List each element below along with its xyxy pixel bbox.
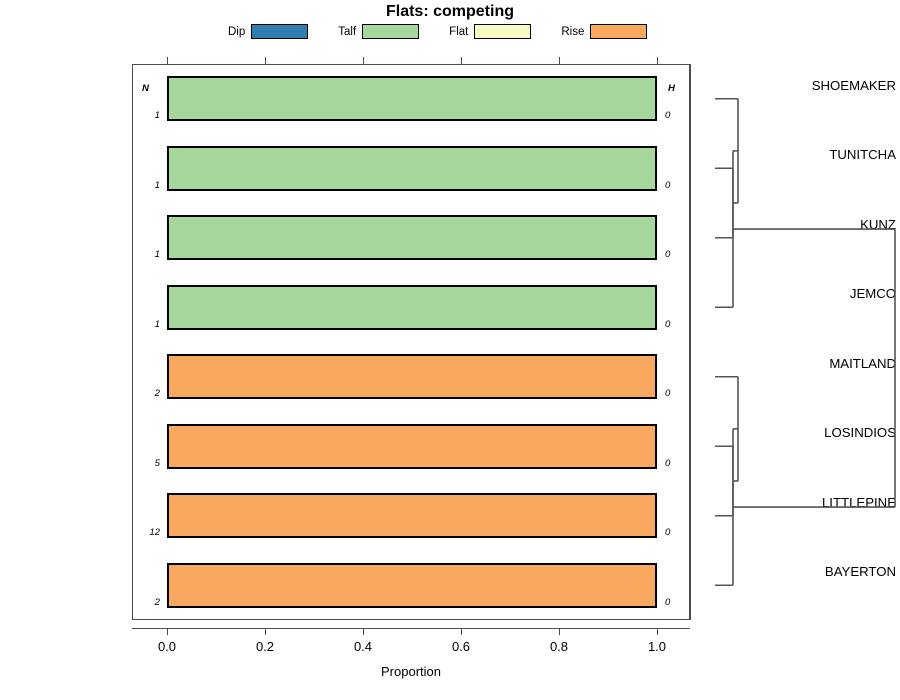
legend: Dip Talf Flat Rise [228,22,648,41]
row-h-value: 0 [665,249,671,261]
x-axis-tick [657,628,659,635]
dendrogram-divider [690,64,692,620]
row-h-value: 0 [665,110,671,122]
row-h-value: 0 [665,179,671,191]
bar-segment[interactable] [167,423,657,469]
bar-segment[interactable] [167,493,657,539]
legend-swatch-rise [590,24,648,39]
row-h-value: 0 [665,596,671,608]
row-label: MAITLAND [829,355,896,371]
column-header-h: H [668,83,675,94]
x-axis-tick-top [265,57,267,64]
x-axis-tick [167,628,169,635]
dendrogram-tree [715,97,896,587]
x-axis-ticklabel: 0.0 [157,639,177,654]
legend-label-talf: Talf [338,25,357,38]
legend-item-talf[interactable]: Talf [338,24,420,39]
bar-segment[interactable] [167,145,657,191]
legend-swatch-talf [362,24,420,39]
legend-label-rise: Rise [561,25,585,38]
x-axis-ticklabel: 0.6 [451,639,471,654]
bar-segment[interactable] [167,215,657,261]
x-axis-ticklabel: 0.8 [549,639,569,654]
x-axis-line [132,628,690,630]
x-axis-tick [461,628,463,635]
row-label: TUNITCHA [829,147,896,163]
row-label: BAYERTON [824,564,896,580]
row-h-value: 0 [665,457,671,469]
legend-label-flat: Flat [449,25,469,38]
bar-segment[interactable] [167,76,657,122]
x-axis-tick-top [461,57,463,64]
legend-item-dip[interactable]: Dip [228,24,309,39]
x-axis-tick-top [167,57,169,64]
row-n-value: 1 [154,318,160,330]
row-n-value: 12 [149,527,160,539]
x-axis-tick [265,628,267,635]
x-axis-tick-top [657,57,659,64]
x-axis-ticklabel: 0.4 [353,639,373,654]
bar-segment[interactable] [167,284,657,330]
row-n-value: 5 [154,457,160,469]
x-axis-tick [363,628,365,635]
row-label: LITTLEPINE [821,494,896,510]
row-n-value: 1 [154,179,160,191]
page-title: Flats: competing [385,3,514,20]
legend-item-flat[interactable]: Flat [449,24,532,39]
row-h-value: 0 [665,388,671,400]
bar-segment[interactable] [167,562,657,608]
legend-swatch-flat [474,24,532,39]
x-axis-tick-top [559,57,561,64]
x-axis-ticklabel: 1.0 [647,639,667,654]
legend-item-rise[interactable]: Rise [561,24,648,39]
column-header-n: N [142,83,149,94]
row-label: JEMCO [849,286,896,302]
x-axis-ticklabel: 0.2 [255,639,275,654]
row-label: SHOEMAKER [811,77,896,93]
dendrogram [690,64,900,620]
x-axis-tick-top [363,57,365,64]
row-h-value: 0 [665,318,671,330]
row-n-value: 1 [154,249,160,261]
legend-label-dip: Dip [228,25,246,38]
row-n-value: 2 [154,596,160,608]
x-axis-tick [559,628,561,635]
row-h-value: 0 [665,527,671,539]
legend-swatch-dip [251,24,309,39]
row-n-value: 1 [154,110,160,122]
x-axis-title: Proportion [381,664,441,679]
row-label: KUNZ [860,216,896,232]
row-n-value: 2 [154,388,160,400]
row-label: LOSINDIOS [824,425,896,441]
bar-segment[interactable] [167,354,657,400]
